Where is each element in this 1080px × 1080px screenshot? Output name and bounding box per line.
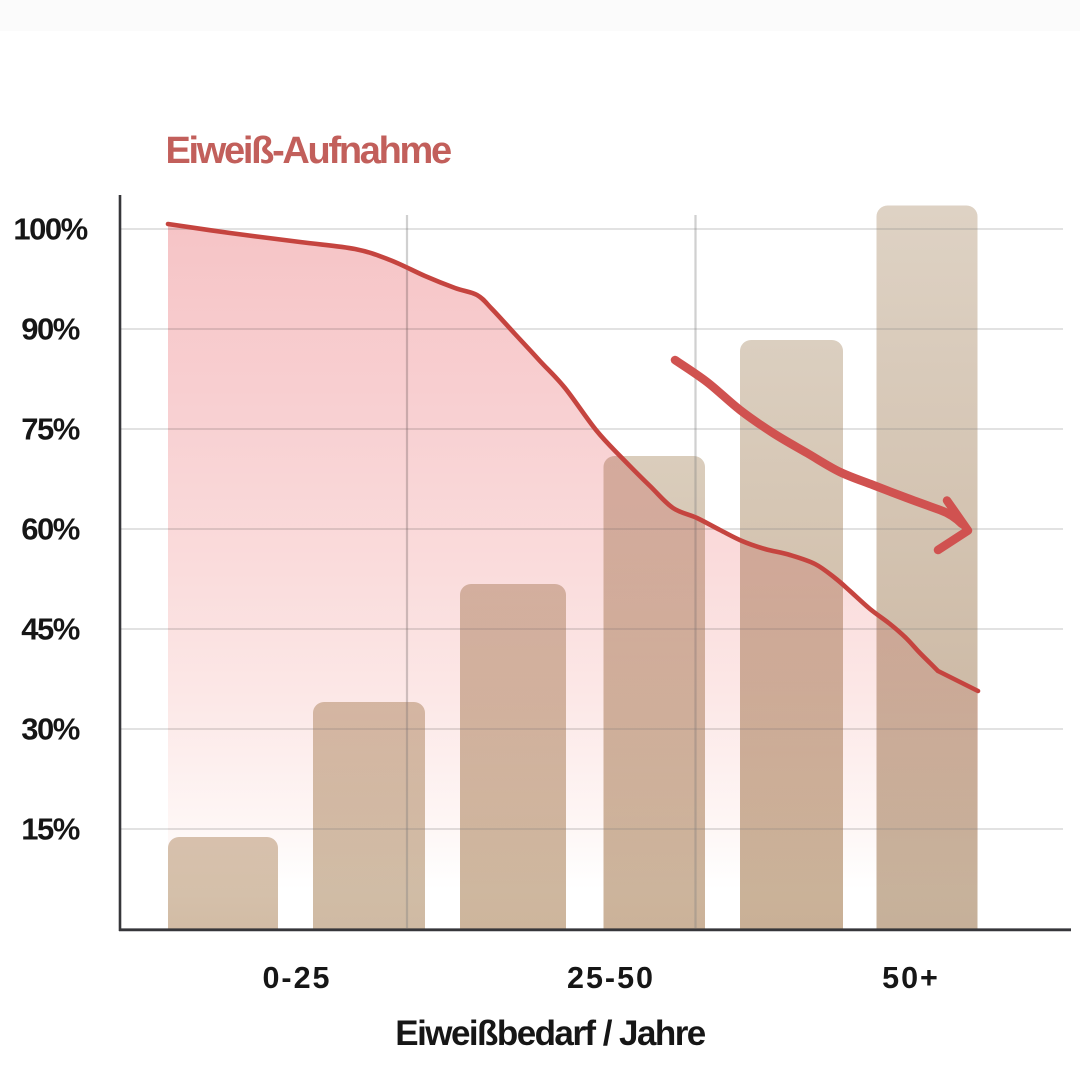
svg-text:25-50: 25-50 xyxy=(567,961,655,995)
svg-text:Eiweißbedarf / Jahre: Eiweißbedarf / Jahre xyxy=(395,1014,705,1053)
svg-text:45%: 45% xyxy=(21,612,79,647)
svg-text:90%: 90% xyxy=(21,312,79,347)
svg-text:0-25: 0-25 xyxy=(262,961,331,995)
svg-text:75%: 75% xyxy=(21,412,79,447)
svg-text:Eiweiß-Aufnahme: Eiweiß-Aufnahme xyxy=(166,130,451,172)
svg-text:15%: 15% xyxy=(21,812,79,847)
svg-text:60%: 60% xyxy=(21,512,79,547)
svg-text:100%: 100% xyxy=(13,212,87,247)
svg-text:30%: 30% xyxy=(21,712,79,747)
svg-text:50+: 50+ xyxy=(882,961,940,995)
